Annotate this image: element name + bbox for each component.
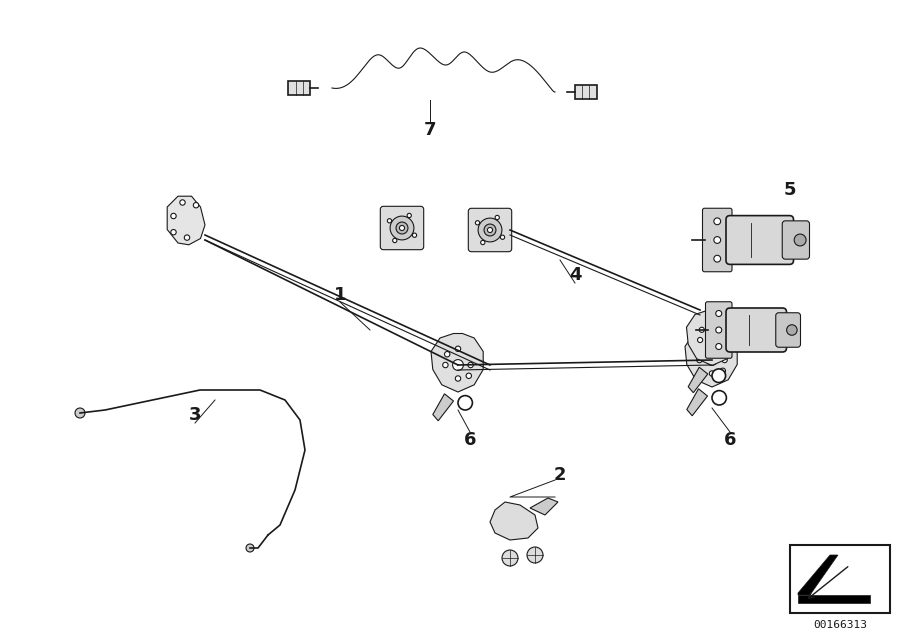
- Circle shape: [716, 327, 722, 333]
- Circle shape: [712, 369, 725, 382]
- FancyBboxPatch shape: [703, 208, 732, 272]
- Polygon shape: [798, 595, 870, 603]
- Circle shape: [706, 355, 717, 366]
- Circle shape: [502, 550, 518, 566]
- Circle shape: [184, 235, 190, 240]
- Polygon shape: [431, 333, 483, 392]
- Circle shape: [495, 216, 500, 219]
- Circle shape: [466, 373, 472, 378]
- Circle shape: [455, 376, 461, 381]
- Polygon shape: [530, 498, 558, 515]
- Circle shape: [443, 363, 448, 368]
- Text: 3: 3: [189, 406, 202, 424]
- Polygon shape: [433, 394, 454, 421]
- Circle shape: [714, 237, 721, 244]
- Circle shape: [716, 310, 722, 317]
- Polygon shape: [687, 310, 736, 366]
- Text: 6: 6: [724, 431, 736, 449]
- Circle shape: [709, 322, 715, 328]
- Circle shape: [699, 328, 705, 333]
- FancyBboxPatch shape: [706, 301, 732, 358]
- Circle shape: [246, 544, 254, 552]
- Circle shape: [716, 343, 722, 350]
- Text: 5: 5: [784, 181, 796, 199]
- Circle shape: [709, 350, 715, 356]
- FancyBboxPatch shape: [782, 221, 809, 259]
- FancyBboxPatch shape: [726, 216, 794, 265]
- Polygon shape: [687, 389, 707, 416]
- Circle shape: [709, 341, 715, 347]
- Circle shape: [787, 325, 797, 335]
- Circle shape: [720, 348, 724, 353]
- Circle shape: [387, 219, 392, 223]
- Polygon shape: [167, 196, 205, 245]
- Text: 2: 2: [554, 466, 566, 484]
- Circle shape: [714, 218, 721, 225]
- Text: 4: 4: [569, 266, 581, 284]
- Circle shape: [468, 363, 473, 368]
- Text: 6: 6: [464, 431, 476, 449]
- Circle shape: [722, 338, 726, 343]
- FancyBboxPatch shape: [381, 206, 424, 250]
- Circle shape: [392, 238, 397, 243]
- Circle shape: [478, 218, 502, 242]
- Text: 7: 7: [424, 121, 436, 139]
- Circle shape: [698, 347, 704, 352]
- Circle shape: [194, 202, 199, 208]
- FancyBboxPatch shape: [726, 308, 787, 352]
- Circle shape: [706, 335, 717, 345]
- Polygon shape: [490, 502, 538, 540]
- Circle shape: [75, 408, 85, 418]
- Circle shape: [720, 368, 725, 373]
- Circle shape: [180, 200, 185, 205]
- Circle shape: [714, 255, 721, 262]
- Circle shape: [488, 228, 492, 233]
- Circle shape: [400, 225, 405, 230]
- Circle shape: [390, 216, 414, 240]
- Circle shape: [794, 234, 806, 246]
- Circle shape: [712, 391, 726, 405]
- Circle shape: [484, 224, 496, 236]
- Circle shape: [697, 357, 702, 363]
- Bar: [790, 545, 890, 613]
- Polygon shape: [685, 329, 737, 387]
- Text: 1: 1: [334, 286, 346, 304]
- Circle shape: [453, 359, 464, 370]
- Circle shape: [171, 213, 176, 219]
- Circle shape: [698, 338, 703, 343]
- Circle shape: [475, 221, 480, 225]
- FancyBboxPatch shape: [776, 313, 800, 347]
- Circle shape: [407, 213, 411, 218]
- Circle shape: [527, 547, 543, 563]
- Circle shape: [455, 346, 461, 352]
- Circle shape: [445, 352, 450, 357]
- Circle shape: [709, 371, 715, 377]
- Circle shape: [396, 222, 408, 234]
- Bar: [575, 85, 597, 99]
- Bar: [288, 81, 310, 95]
- Polygon shape: [798, 555, 838, 595]
- FancyBboxPatch shape: [468, 209, 512, 252]
- Circle shape: [481, 240, 485, 245]
- Circle shape: [722, 357, 727, 363]
- Circle shape: [412, 233, 417, 237]
- Text: 00166313: 00166313: [813, 620, 867, 630]
- Polygon shape: [688, 367, 707, 392]
- Circle shape: [500, 235, 505, 239]
- Circle shape: [171, 230, 176, 235]
- Circle shape: [458, 396, 473, 410]
